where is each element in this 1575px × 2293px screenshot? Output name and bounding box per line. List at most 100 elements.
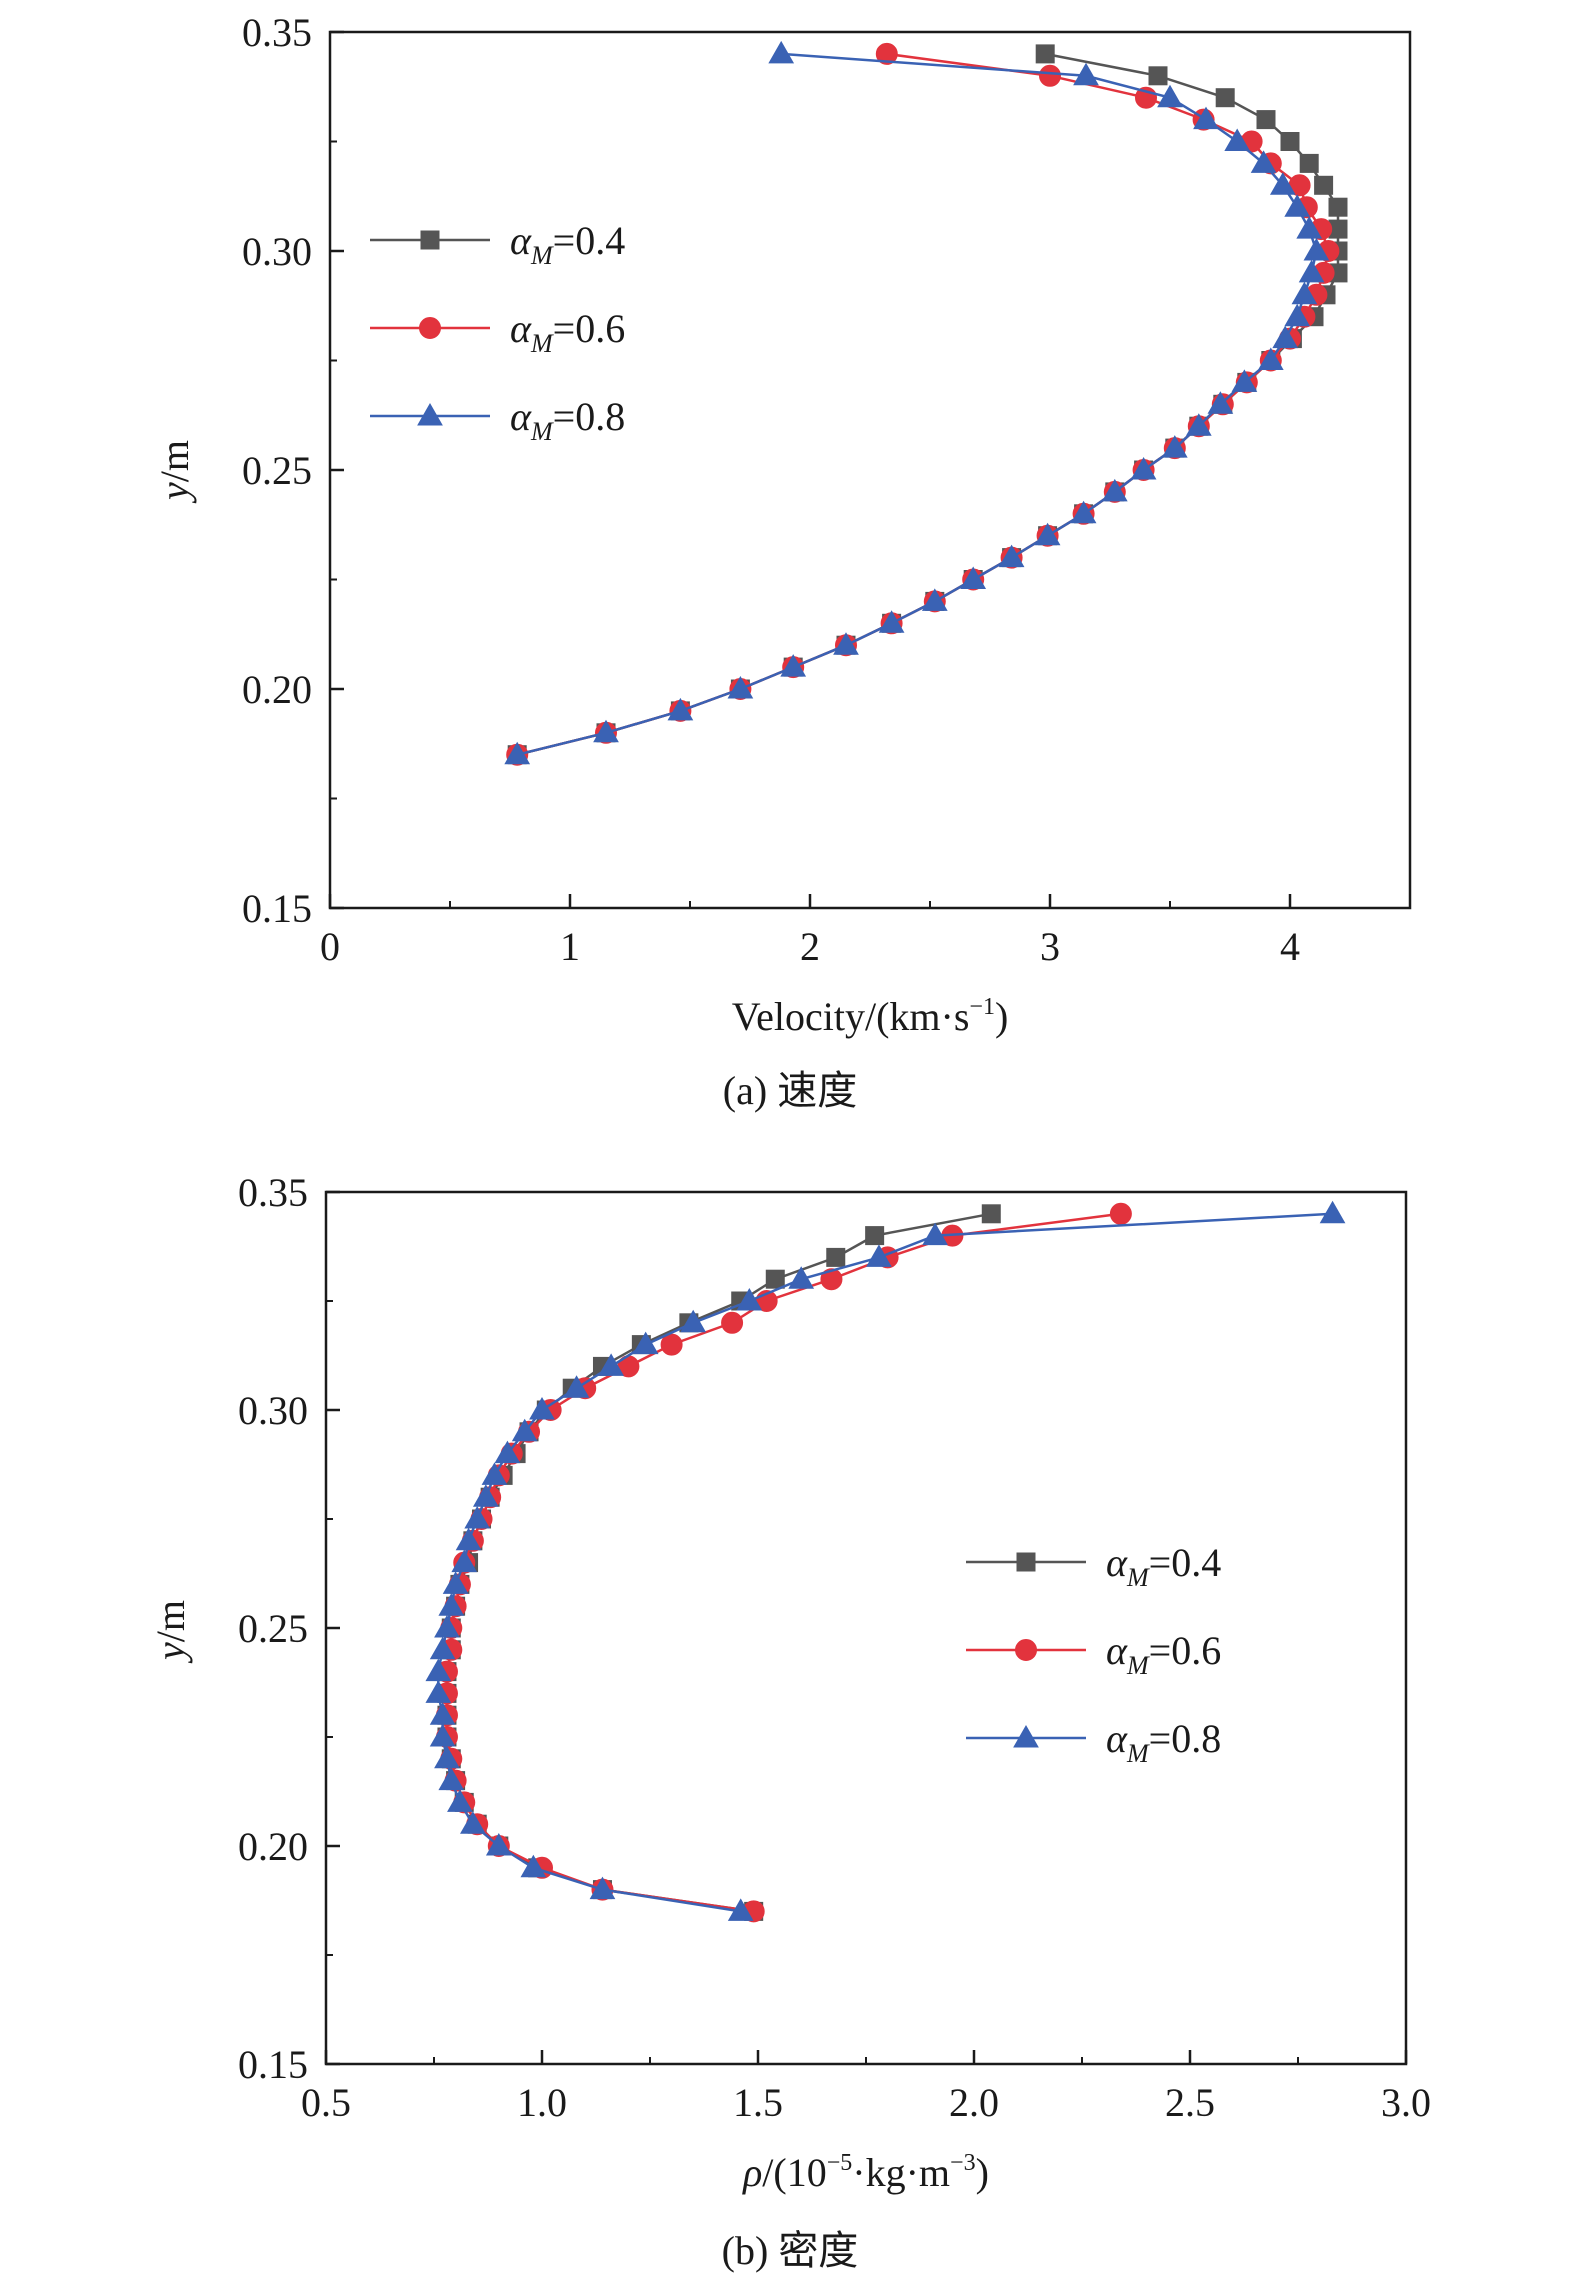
legend-label: αM=0.4 — [510, 218, 625, 270]
legend-item: αM=0.8 — [966, 1716, 1221, 1768]
data-point — [736, 1287, 763, 1311]
y-tick-label: 0.25 — [238, 1606, 308, 1651]
legend-marker — [417, 402, 443, 426]
data-point — [1296, 216, 1323, 239]
data-point — [866, 1244, 892, 1267]
y-tick-label: 0.35 — [238, 1170, 308, 1215]
data-point — [765, 1269, 785, 1289]
data-point — [1193, 106, 1219, 130]
data-point — [1073, 62, 1099, 86]
data-point — [727, 675, 754, 699]
data-point — [460, 1811, 486, 1834]
data-point — [434, 1614, 460, 1638]
data-point — [447, 1789, 473, 1812]
legend-marker — [419, 317, 441, 339]
legend-label: αM=0.8 — [510, 394, 625, 446]
plot-density-axes: 0.5 1.0 1.5 2.0 2.5 3.0 0.15 0.20 0.25 0.30 0.35 — [238, 1170, 1431, 2125]
data-point — [1148, 66, 1168, 86]
data-point — [1298, 259, 1325, 283]
data-point — [1272, 325, 1299, 349]
data-point — [472, 1484, 499, 1507]
legend-item: αM=0.4 — [966, 1540, 1221, 1592]
data-point — [425, 1658, 452, 1682]
series-triangle — [504, 40, 1330, 765]
data-point — [1319, 1200, 1346, 1224]
data-point — [1035, 44, 1055, 64]
data-point — [589, 1876, 616, 1900]
plot-velocity-frame — [328, 30, 1412, 910]
data-point — [1291, 281, 1318, 305]
data-point — [1250, 150, 1277, 173]
data-point — [1039, 64, 1061, 87]
y-tick-label: 0.20 — [242, 667, 312, 712]
legend-label: αM=0.6 — [510, 306, 625, 358]
data-point — [1284, 303, 1311, 327]
data-point — [727, 1898, 754, 1921]
data-point — [1284, 194, 1311, 217]
xlabel-density: ρ/(10−5·kg·m−3) — [741, 2150, 989, 2195]
legend-velocity: αM=0.4 αM=0.6 αM=0.8 — [370, 218, 625, 446]
data-point — [425, 1680, 452, 1703]
data-point — [438, 1593, 465, 1616]
legend-marker — [420, 230, 440, 250]
data-point — [721, 1311, 744, 1334]
x-tick-label: 2 — [800, 924, 820, 969]
x-tick-label: 1 — [560, 924, 580, 969]
y-tick-label: 0.30 — [242, 229, 312, 274]
data-point — [481, 1462, 508, 1485]
plot-velocity-axes: 0 1 2 3 4 0.15 0.20 0.25 0.30 0.35 — [242, 10, 1411, 969]
data-point — [451, 1549, 478, 1573]
series-line — [445, 1212, 992, 1913]
y-tick-label: 0.30 — [238, 1388, 308, 1433]
data-point — [494, 1440, 521, 1464]
data-point — [442, 1571, 469, 1594]
data-point — [1130, 456, 1157, 480]
data-point — [921, 588, 948, 611]
data-point — [1185, 413, 1212, 436]
data-point — [464, 1505, 491, 1529]
x-tick-label: 4 — [1280, 924, 1300, 969]
data-point — [485, 1832, 512, 1856]
legend-marker — [1015, 1639, 1037, 1661]
data-point — [1269, 172, 1296, 195]
data-point — [1256, 110, 1276, 130]
data-point — [1207, 391, 1234, 414]
data-point — [1161, 435, 1188, 458]
data-point — [820, 1268, 843, 1291]
legend-marker — [1013, 1724, 1039, 1748]
legend-item: αM=0.4 — [370, 218, 625, 270]
data-point — [1157, 84, 1183, 108]
data-point — [1215, 88, 1235, 108]
data-point — [504, 741, 531, 765]
x-tick-label: 3 — [1040, 924, 1060, 969]
data-point — [1101, 478, 1128, 502]
data-point — [865, 1226, 885, 1246]
data-point — [455, 1527, 482, 1551]
data-point — [667, 697, 694, 721]
data-point — [520, 1854, 547, 1878]
x-tick-label: 0 — [320, 924, 340, 969]
data-point — [833, 632, 859, 655]
x-tick-label: 2.5 — [1165, 2080, 1215, 2125]
data-point — [680, 1309, 707, 1333]
x-tick-label: 3.0 — [1381, 2080, 1431, 2125]
data-point — [875, 42, 898, 65]
data-point — [1280, 132, 1300, 151]
legend-label: αM=0.6 — [1106, 1628, 1221, 1680]
data-point — [788, 1266, 815, 1289]
legend-density: αM=0.4 αM=0.6 αM=0.8 — [966, 1540, 1221, 1768]
series-line — [516, 52, 1318, 756]
plot-density-frame — [324, 1190, 1408, 2066]
data-point — [1070, 500, 1097, 524]
legend-item: αM=0.8 — [370, 394, 625, 446]
data-point — [1314, 175, 1334, 195]
data-point — [429, 1702, 456, 1725]
legend-item: αM=0.6 — [370, 306, 625, 358]
data-point — [429, 1636, 456, 1660]
data-point — [598, 1353, 624, 1376]
x-tick-label: 1.0 — [517, 2080, 567, 2125]
data-point — [434, 1745, 460, 1769]
panel-velocity: 0 1 2 3 4 0.15 0.20 0.25 0.30 0.35 y/m Velocity/(… — [152, 10, 1412, 1113]
y-tick-label: 0.20 — [238, 1824, 308, 1869]
